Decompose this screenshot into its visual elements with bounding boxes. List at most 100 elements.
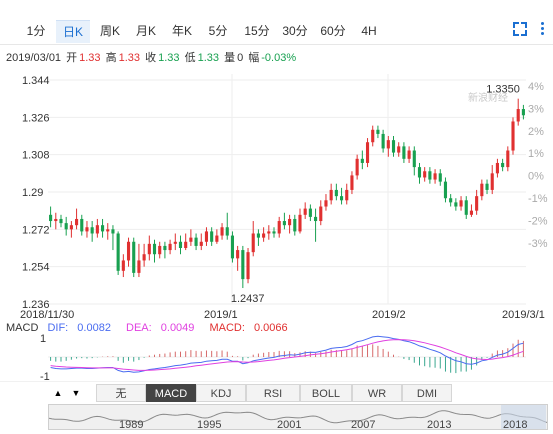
navigator-selection[interactable] <box>501 405 546 429</box>
candlestick <box>417 162 422 184</box>
indicator-rsi[interactable]: RSI <box>246 384 300 402</box>
tab-4h[interactable]: 4H <box>361 24 377 38</box>
candlestick <box>199 233 203 251</box>
close-value: 1.33 <box>158 52 180 64</box>
tab-1min[interactable]: 1分 <box>26 24 46 38</box>
candlestick <box>464 196 468 219</box>
candlestick <box>230 231 235 263</box>
price-chart[interactable]: 新浪财经 1.3441.3261.3081.291.2721.2541.236 … <box>0 0 553 382</box>
candlestick <box>168 239 172 255</box>
tab-weekly[interactable]: 周K <box>99 24 120 38</box>
candlestick <box>178 235 183 255</box>
tab-60min[interactable]: 60分 <box>320 24 346 38</box>
candlestick <box>516 98 520 126</box>
candlestick <box>152 239 157 263</box>
macd-legend: MACD DIF: 0.0082 DEA: 0.0049 MACD: 0.006… <box>6 322 300 334</box>
candlestick <box>142 243 146 267</box>
indicator-none[interactable]: 无 <box>96 384 146 402</box>
candlestick <box>126 237 131 267</box>
candlestick <box>308 204 312 222</box>
tab-30min[interactable]: 30分 <box>282 24 308 38</box>
candlestick <box>506 146 510 172</box>
candlestick <box>236 245 240 271</box>
candlestick <box>324 194 328 211</box>
candlestick <box>54 212 58 230</box>
candlestick <box>106 223 110 240</box>
tab-yearly[interactable]: 年K <box>171 24 192 38</box>
candlestick <box>100 218 105 238</box>
candlestick <box>59 214 63 228</box>
price-tick-label: 1.254 <box>22 262 50 274</box>
candlestick <box>329 183 333 205</box>
candlestick <box>49 206 53 228</box>
candlestick <box>423 167 427 182</box>
dif-line <box>50 335 524 373</box>
low-annotation: 1.2437 <box>231 293 265 305</box>
candlestick <box>365 138 370 168</box>
candlestick <box>521 104 525 120</box>
macd-name: MACD <box>6 322 39 334</box>
period-tabs: 1分 日K 周K 月K 年K 5分 15分 30分 60分 4H <box>0 0 553 45</box>
price-tick-label: 1.344 <box>22 75 50 87</box>
candlestick <box>495 158 499 178</box>
indicator-wr[interactable]: WR <box>352 384 402 402</box>
arrow-down-icon[interactable]: ▼ <box>71 388 81 398</box>
candlestick <box>433 169 437 184</box>
more-vertical-icon[interactable] <box>541 20 545 36</box>
candlestick <box>282 212 286 230</box>
candlestick <box>293 214 297 236</box>
macd-tick-label: 1 <box>40 333 46 345</box>
tab-15min[interactable]: 15分 <box>244 24 270 38</box>
candlestick <box>225 212 229 240</box>
high-annotation: 1.3350 <box>486 84 520 96</box>
candlestick <box>262 227 266 242</box>
candlestick <box>412 146 416 176</box>
candlestick <box>256 229 260 246</box>
low-label: 低 <box>184 52 196 64</box>
candlestick <box>319 200 323 226</box>
candlestick <box>397 142 401 157</box>
indicator-boll[interactable]: BOLL <box>300 384 352 402</box>
candlestick <box>407 146 411 163</box>
candlestick <box>147 235 151 261</box>
candlestick <box>480 179 484 201</box>
tab-monthly[interactable]: 月K <box>135 24 156 38</box>
candlestick <box>360 150 364 170</box>
candlestick <box>386 136 390 157</box>
indicator-kdj[interactable]: KDJ <box>196 384 246 402</box>
candlestick <box>132 237 136 278</box>
nav-year-1995: 1995 <box>197 419 222 431</box>
tab-daily[interactable]: 日K <box>56 20 90 43</box>
tab-5min[interactable]: 5分 <box>208 24 228 38</box>
pct-tick-label: -2% <box>528 215 548 227</box>
candlestick <box>189 229 193 246</box>
macd-tick-label: -1 <box>40 371 50 382</box>
candlestick <box>391 136 396 157</box>
nav-year-2018: 2018 <box>503 419 528 431</box>
macd-value: 0.0066 <box>254 322 288 334</box>
candlestick <box>210 227 214 246</box>
candlestick <box>246 248 250 284</box>
volume-label: 量 <box>224 52 236 64</box>
indicator-macd[interactable]: MACD <box>146 384 196 402</box>
candlestick <box>241 245 245 289</box>
candlestick <box>334 183 338 201</box>
candlestick <box>376 125 380 139</box>
candlestick <box>204 227 209 246</box>
high-value: 1.33 <box>118 52 141 64</box>
indicator-dmi[interactable]: DMI <box>402 384 452 402</box>
sina-watermark: 新浪财经 <box>468 91 508 104</box>
pct-tick-label: -1% <box>528 193 548 205</box>
navigator-history-line <box>49 405 547 429</box>
open-value: 1.33 <box>79 52 101 64</box>
candlestick <box>402 142 406 163</box>
fullscreen-icon[interactable] <box>513 22 527 36</box>
pct-tick-label: 4% <box>528 81 544 93</box>
candlestick <box>267 225 271 240</box>
arrow-up-icon[interactable]: ▲ <box>53 388 63 398</box>
candlestick <box>288 214 292 234</box>
candlestick <box>428 167 432 184</box>
candlestick <box>272 227 276 238</box>
range-navigator[interactable]: 1989 1995 2001 2007 2013 2018 <box>48 404 548 431</box>
